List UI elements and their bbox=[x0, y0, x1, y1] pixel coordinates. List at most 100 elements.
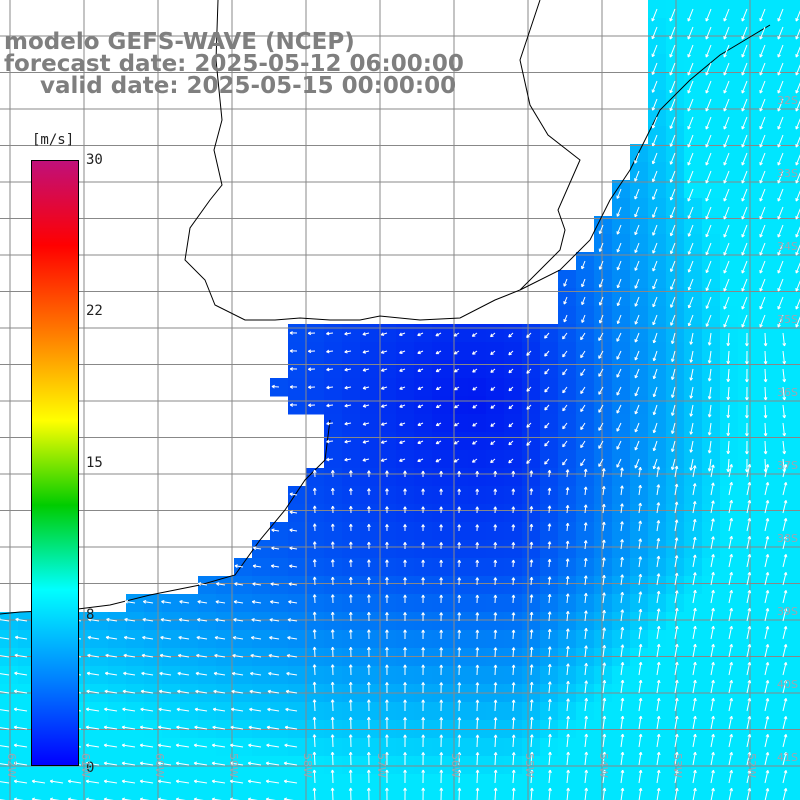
wind-arrow bbox=[362, 368, 370, 372]
wind-arrow bbox=[777, 98, 784, 112]
wind-arrow bbox=[723, 116, 730, 130]
wind-arrow bbox=[692, 769, 697, 784]
ocean-cell bbox=[702, 612, 721, 631]
wind-arrow bbox=[526, 458, 532, 464]
wind-arrow bbox=[475, 470, 480, 478]
wind-arrow bbox=[620, 556, 624, 568]
wind-arrow bbox=[547, 593, 552, 604]
ocean-cell bbox=[324, 738, 343, 757]
lon-label: 54W bbox=[597, 753, 610, 778]
wind-arrow bbox=[232, 635, 244, 640]
wind-arrow bbox=[124, 617, 136, 622]
wind-arrow bbox=[656, 697, 661, 712]
wind-arrow bbox=[581, 296, 586, 306]
ocean-cell bbox=[144, 666, 163, 685]
wind-arrow bbox=[213, 689, 226, 694]
wind-arrow bbox=[620, 769, 625, 784]
wind-arrow bbox=[692, 697, 697, 712]
ocean-cell bbox=[666, 468, 685, 487]
wind-arrow bbox=[176, 725, 190, 730]
wind-arrow bbox=[795, 10, 800, 22]
wind-arrow bbox=[247, 779, 262, 784]
wind-arrow bbox=[417, 404, 424, 409]
wind-arrow bbox=[385, 594, 389, 604]
wind-arrow bbox=[692, 751, 697, 766]
wind-arrow bbox=[687, 188, 694, 202]
ocean-cell bbox=[468, 648, 487, 667]
ocean-cell bbox=[630, 666, 649, 685]
wind-arrow bbox=[215, 600, 226, 604]
wind-arrow bbox=[745, 440, 749, 455]
wind-arrow bbox=[366, 699, 371, 712]
wind-arrow bbox=[741, 152, 748, 166]
wind-arrow bbox=[193, 779, 208, 784]
wind-arrow bbox=[67, 779, 82, 784]
wind-arrow bbox=[565, 628, 570, 640]
wind-arrow bbox=[652, 332, 658, 344]
ocean-cell bbox=[792, 216, 800, 235]
wind-arrow bbox=[326, 403, 334, 408]
ocean-cell bbox=[558, 594, 577, 613]
coastline-east bbox=[519, 24, 771, 291]
ocean-cell bbox=[414, 648, 433, 667]
wind-arrow bbox=[289, 367, 298, 371]
wind-arrow bbox=[584, 787, 589, 800]
wind-arrow bbox=[439, 594, 444, 604]
wind-arrow bbox=[580, 404, 586, 412]
ocean-cell bbox=[288, 378, 307, 397]
ocean-cell bbox=[432, 630, 451, 649]
ocean-cell bbox=[378, 630, 397, 649]
wind-arrow bbox=[457, 577, 462, 586]
lat-label: 37S bbox=[777, 459, 798, 472]
wind-arrow bbox=[674, 590, 679, 604]
ocean-cell bbox=[270, 378, 289, 397]
wind-arrow bbox=[211, 779, 226, 784]
wind-arrow bbox=[344, 367, 352, 372]
wind-arrow bbox=[782, 554, 788, 568]
wind-arrow bbox=[234, 582, 244, 586]
ocean-cell bbox=[324, 432, 343, 451]
wind-arrow bbox=[493, 470, 498, 478]
wind-arrow bbox=[705, 134, 712, 148]
wind-arrow bbox=[777, 152, 784, 166]
wind-arrow bbox=[348, 470, 353, 478]
ocean-cell bbox=[504, 738, 523, 757]
wind-arrow bbox=[141, 653, 154, 658]
wind-arrow bbox=[763, 350, 768, 365]
wind-arrow bbox=[634, 440, 640, 451]
ocean-cell bbox=[108, 756, 127, 775]
ocean-cell bbox=[144, 630, 163, 649]
ocean-cell bbox=[774, 702, 793, 721]
ocean-cell bbox=[342, 468, 361, 487]
wind-arrow bbox=[139, 725, 154, 730]
ocean-cell bbox=[126, 792, 145, 800]
ocean-cell bbox=[378, 756, 397, 775]
wind-arrow bbox=[759, 134, 766, 148]
ocean-cell bbox=[342, 576, 361, 595]
wind-arrow bbox=[344, 403, 352, 408]
wind-arrow bbox=[656, 466, 661, 478]
wind-arrow bbox=[674, 715, 679, 730]
ocean-cell bbox=[756, 792, 775, 800]
ocean-cell bbox=[288, 666, 307, 685]
ocean-cell bbox=[486, 324, 505, 343]
wind-arrow bbox=[403, 629, 407, 640]
wind-arrow bbox=[669, 278, 676, 290]
wind-arrow bbox=[652, 404, 658, 416]
ocean-cell bbox=[738, 486, 757, 505]
ocean-cell bbox=[360, 558, 379, 577]
wind-arrow bbox=[580, 368, 586, 377]
ocean-cell bbox=[0, 792, 19, 800]
wind-arrow bbox=[692, 625, 697, 640]
ocean-cell bbox=[396, 396, 415, 415]
wind-arrow bbox=[511, 769, 516, 784]
ocean-cell bbox=[504, 522, 523, 541]
wind-arrow bbox=[472, 386, 478, 391]
wind-arrow bbox=[705, 80, 712, 94]
ocean-cell bbox=[432, 666, 451, 685]
wind-arrow bbox=[475, 769, 480, 784]
wind-arrow bbox=[759, 242, 766, 256]
wind-arrow bbox=[795, 244, 800, 256]
wind-arrow bbox=[669, 242, 676, 255]
ocean-cell bbox=[720, 648, 739, 667]
